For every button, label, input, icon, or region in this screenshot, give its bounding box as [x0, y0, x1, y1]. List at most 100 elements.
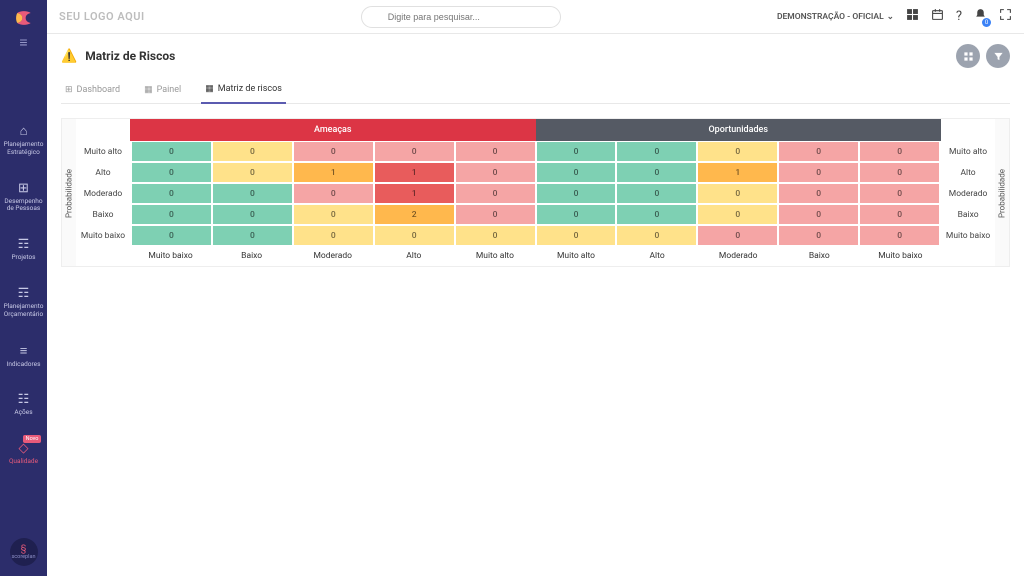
nav-label: Ações — [14, 409, 32, 417]
opportunity-cell[interactable]: 0 — [617, 184, 696, 203]
threat-cell[interactable]: 0 — [294, 205, 373, 224]
nav-icon: ⊞ — [18, 181, 29, 196]
opportunity-cell[interactable]: 0 — [860, 163, 939, 182]
tab-icon: ⊞ — [65, 85, 73, 95]
help-icon[interactable]: ? — [956, 9, 962, 24]
sidebar: ≡ ⌂Planejamento Estratégico ⊞Desempenho d… — [0, 0, 47, 576]
apps-icon[interactable] — [906, 8, 919, 25]
threat-cell[interactable]: 0 — [132, 163, 211, 182]
opportunity-cell[interactable]: 0 — [617, 205, 696, 224]
threat-cell[interactable]: 0 — [213, 226, 292, 245]
threat-cell[interactable]: 0 — [456, 205, 535, 224]
sidebar-item-projetos[interactable]: ☶ Projetos — [2, 235, 46, 264]
matrix-row: Muito alto0000000000Muito alto — [76, 141, 995, 162]
opportunity-cell[interactable]: 1 — [698, 163, 777, 182]
sidebar-bottom-logo[interactable]: § scoreplan — [10, 538, 38, 566]
tab-matriz-de-riscos[interactable]: ▦Matriz de riscos — [201, 78, 286, 104]
tab-painel[interactable]: ▦Painel — [140, 78, 185, 103]
opportunity-cell[interactable]: 0 — [860, 184, 939, 203]
calendar-icon[interactable] — [931, 8, 944, 25]
matrix-row: Alto0011000100Alto — [76, 162, 995, 183]
nav-label: Projetos — [11, 254, 35, 262]
y-axis-label-left: Probabilidade — [62, 141, 76, 246]
search-input[interactable] — [361, 6, 561, 28]
row-label-left: Alto — [76, 163, 130, 182]
threat-cell[interactable]: 1 — [375, 163, 454, 182]
opportunity-cell[interactable]: 0 — [698, 226, 777, 245]
threat-cell[interactable]: 0 — [456, 142, 535, 161]
opportunity-cell[interactable]: 0 — [860, 226, 939, 245]
row-label-right: Alto — [941, 163, 995, 182]
threat-cell[interactable]: 0 — [132, 226, 211, 245]
row-label-left: Muito baixo — [76, 226, 130, 245]
threat-cell[interactable]: 0 — [213, 184, 292, 203]
threat-cell[interactable]: 0 — [132, 184, 211, 203]
threat-cell[interactable]: 0 — [294, 142, 373, 161]
threat-cell[interactable]: 0 — [213, 205, 292, 224]
row-label-right: Moderado — [941, 184, 995, 203]
opportunity-cell[interactable]: 0 — [779, 142, 858, 161]
row-label-right: Muito alto — [941, 142, 995, 161]
grid-view-button[interactable] — [956, 44, 980, 68]
filter-button[interactable] — [986, 44, 1010, 68]
demo-selector[interactable]: DEMONSTRAÇÃO - OFICIAL ⌄ — [777, 12, 894, 22]
fullscreen-icon[interactable] — [999, 8, 1012, 25]
threat-cell[interactable]: 0 — [213, 142, 292, 161]
threat-cell[interactable]: 0 — [375, 142, 454, 161]
opportunity-cell[interactable]: 0 — [617, 142, 696, 161]
threat-cell[interactable]: 0 — [375, 226, 454, 245]
notifications-icon[interactable]: 0 — [974, 8, 987, 25]
opportunity-cell[interactable]: 0 — [779, 184, 858, 203]
sidebar-item-indicadores[interactable]: ≡Indicadores — [2, 341, 46, 371]
y-axis-label-right: Probabilidade — [995, 141, 1009, 246]
sidebar-item-planejamento-estratégico[interactable]: ⌂Planejamento Estratégico — [2, 121, 46, 159]
nav-label: Planejamento Estratégico — [4, 141, 44, 157]
threat-cell[interactable]: 0 — [456, 226, 535, 245]
opportunity-cell[interactable]: 0 — [537, 205, 616, 224]
impact-label: Alto — [373, 246, 454, 266]
sidebar-item-planejamento-orçamentário[interactable]: ☶Planejamento Orçamentário — [2, 284, 46, 321]
threat-cell[interactable]: 1 — [294, 163, 373, 182]
opportunity-cell[interactable]: 0 — [779, 163, 858, 182]
opportunity-cell[interactable]: 0 — [860, 142, 939, 161]
impact-label: Alto — [617, 246, 698, 266]
threat-cell[interactable]: 0 — [132, 142, 211, 161]
sidebar-item-qualidade[interactable]: Novo◇Qualidade — [2, 439, 46, 468]
tab-dashboard[interactable]: ⊞Dashboard — [61, 78, 124, 103]
threat-cell[interactable]: 0 — [456, 163, 535, 182]
opportunity-cell[interactable]: 0 — [698, 205, 777, 224]
impact-label: Baixo — [779, 246, 860, 266]
threat-cell[interactable]: 0 — [456, 184, 535, 203]
threat-cell[interactable]: 0 — [132, 205, 211, 224]
app-logo — [14, 8, 34, 28]
impact-label: Muito baixo — [860, 246, 941, 266]
threats-header: Ameaças — [130, 119, 536, 141]
opportunity-cell[interactable]: 0 — [617, 163, 696, 182]
opportunity-cell[interactable]: 0 — [779, 226, 858, 245]
nav-icon: ☶ — [18, 237, 30, 252]
threat-cell[interactable]: 0 — [294, 184, 373, 203]
row-label-right: Muito baixo — [941, 226, 995, 245]
opportunity-cell[interactable]: 0 — [537, 226, 616, 245]
threat-cell[interactable]: 0 — [213, 163, 292, 182]
sidebar-item-ações[interactable]: ☷Ações — [2, 390, 46, 419]
impact-label: Muito alto — [535, 246, 616, 266]
opportunity-cell[interactable]: 0 — [537, 163, 616, 182]
matrix-row: Muito baixo0000000000Muito baixo — [76, 225, 995, 246]
nav-label: Qualidade — [9, 458, 38, 466]
threat-cell[interactable]: 2 — [375, 205, 454, 224]
opportunity-cell[interactable]: 0 — [698, 142, 777, 161]
opportunity-cell[interactable]: 0 — [537, 184, 616, 203]
opportunity-cell[interactable]: 0 — [537, 142, 616, 161]
threat-cell[interactable]: 1 — [375, 184, 454, 203]
matrix-row: Baixo0002000000Baixo — [76, 204, 995, 225]
sidebar-item-desempenho-de-pessoas[interactable]: ⊞Desempenho de Pessoas — [2, 179, 46, 216]
topbar: SEU LOGO AQUI DEMONSTRAÇÃO - OFICIAL ⌄ — [47, 0, 1024, 34]
menu-toggle-icon[interactable]: ≡ — [19, 34, 27, 51]
opportunity-cell[interactable]: 0 — [617, 226, 696, 245]
opportunities-header: Oportunidades — [536, 119, 942, 141]
threat-cell[interactable]: 0 — [294, 226, 373, 245]
opportunity-cell[interactable]: 0 — [860, 205, 939, 224]
opportunity-cell[interactable]: 0 — [698, 184, 777, 203]
opportunity-cell[interactable]: 0 — [779, 205, 858, 224]
